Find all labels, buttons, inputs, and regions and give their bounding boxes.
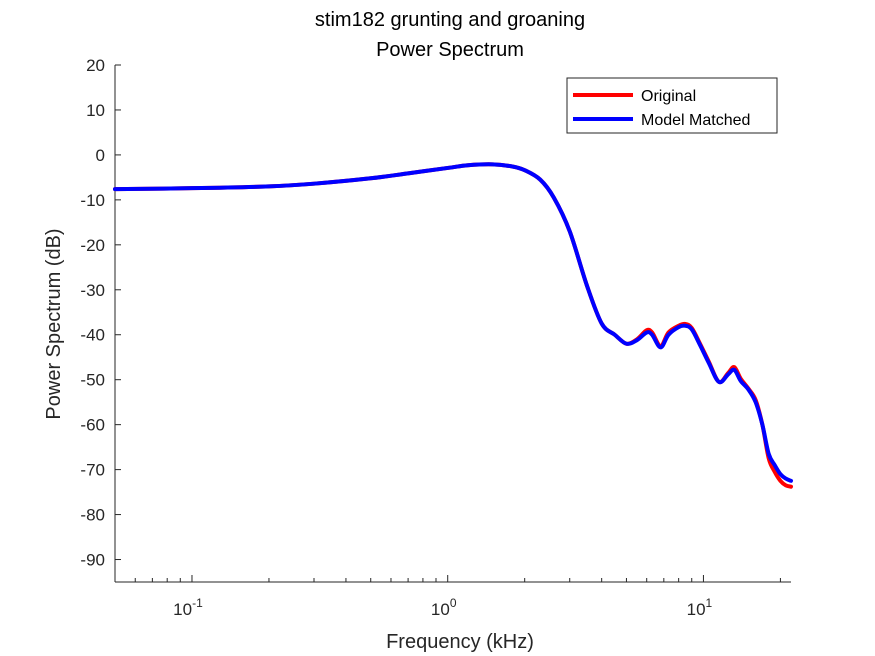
y-tick-label: -90 bbox=[80, 551, 105, 570]
x-tick-base: 10 bbox=[173, 600, 192, 619]
y-tick-label: -10 bbox=[80, 191, 105, 210]
x-tick-base: 10 bbox=[431, 600, 450, 619]
x-tick-exponent: 0 bbox=[450, 596, 457, 610]
x-tick-exponent: -1 bbox=[192, 596, 203, 610]
legend: Original Model Matched bbox=[566, 77, 778, 134]
x-tick-label: 10-1 bbox=[173, 596, 203, 619]
legend-box bbox=[566, 77, 778, 134]
y-tick-label: -60 bbox=[80, 416, 105, 435]
y-tick-label: -50 bbox=[80, 371, 105, 390]
x-tick-label: 100 bbox=[431, 596, 457, 619]
x-tick-label: 101 bbox=[687, 596, 713, 619]
y-tick-label: 10 bbox=[86, 101, 105, 120]
chart-title: stim182 grunting and groaning bbox=[315, 9, 585, 31]
y-tick-label: -20 bbox=[80, 236, 105, 255]
series-model-matched-line bbox=[113, 162, 793, 483]
legend-entry-model-matched: Model Matched bbox=[641, 112, 750, 129]
legend-entry-original: Original bbox=[641, 88, 696, 105]
y-tick-label: 20 bbox=[86, 56, 105, 75]
y-tick-label: -70 bbox=[80, 461, 105, 480]
x-axis-label: Frequency (kHz) bbox=[386, 631, 534, 653]
x-tick-base: 10 bbox=[687, 600, 706, 619]
y-tick-label: -40 bbox=[80, 326, 105, 345]
chart-subtitle: Power Spectrum bbox=[376, 39, 524, 61]
y-tick-label: 0 bbox=[96, 146, 105, 165]
y-tick-label: -30 bbox=[80, 281, 105, 300]
y-tick-label: -80 bbox=[80, 506, 105, 525]
x-tick-exponent: 1 bbox=[706, 596, 713, 610]
y-axis-label: Power Spectrum (dB) bbox=[43, 228, 65, 419]
